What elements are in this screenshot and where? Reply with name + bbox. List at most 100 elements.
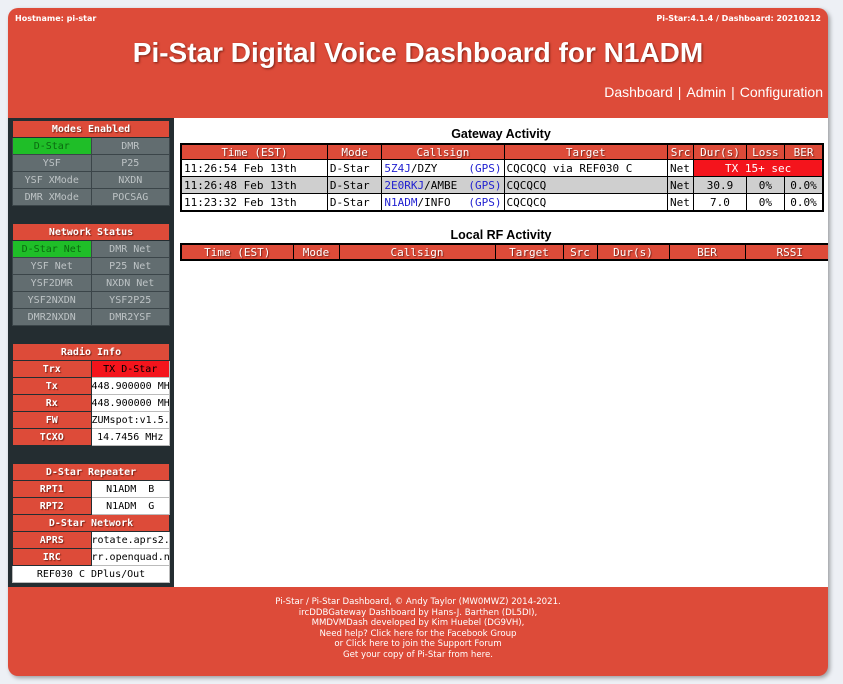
rx-frequency: 448.900000 MHz xyxy=(90,394,170,412)
row-target: CQCQCQ via REF030 C xyxy=(503,159,669,177)
radio-info-key: Trx xyxy=(12,360,92,378)
col-time: Time (EST) xyxy=(180,243,294,261)
tx-status-badge: TX 15+ sec xyxy=(693,159,824,177)
row-ber: 0.0% xyxy=(784,176,824,194)
row-duration: 30.9 xyxy=(693,176,747,194)
col-callsign: Callsign xyxy=(381,143,505,160)
page-title: Pi-Star Digital Voice Dashboard for N1AD… xyxy=(132,37,704,68)
row-mode: D-Star xyxy=(326,193,383,212)
col-ber: BER xyxy=(668,243,746,261)
gps-link[interactable]: (GPS) xyxy=(468,161,502,175)
firmware-version: ZUMspot:v1.5.2 xyxy=(90,411,170,429)
footer-download-link[interactable]: Get your copy of Pi-Star from here. xyxy=(342,649,494,660)
table-row: 11:26:54 Feb 13th D-Star 5Z4J/DZY (GPS) C… xyxy=(180,159,824,177)
callsign-suffix: /INFO xyxy=(417,195,451,209)
main-content: Gateway Activity Time (EST) Mode Callsig… xyxy=(174,118,828,587)
gateway-activity-table: Time (EST) Mode Callsign Target Src Dur(… xyxy=(180,143,824,212)
row-callsign-cell: 2E0RKJ/AMBE (GPS) xyxy=(381,176,505,194)
dashboard-container: Hostname: pi-star Pi-Star:4.1.4 / Dashbo… xyxy=(8,8,828,676)
dstar-network-title: D-Star Network xyxy=(12,514,170,532)
footer-credit-ircddb: ircDDBGateway Dashboard by Hans-J. Barth… xyxy=(298,607,538,618)
irc-host: rr.openquad.net xyxy=(90,548,170,566)
callsign-link[interactable]: N1ADM xyxy=(384,195,418,209)
col-loss: Loss xyxy=(745,143,786,160)
col-target: Target xyxy=(503,143,669,160)
col-time: Time (EST) xyxy=(180,143,328,160)
reflector-link: REF030 C DPlus/Out xyxy=(12,565,170,583)
col-mode: Mode xyxy=(326,143,383,160)
gps-link[interactable]: (GPS) xyxy=(468,195,502,209)
network-status-table: Network Status D-Star Net DMR Net YSF Ne… xyxy=(12,223,170,326)
network-status-title: Network Status xyxy=(12,223,170,241)
network-key: IRC xyxy=(12,548,92,566)
net-dmr2nxdn: DMR2NXDN xyxy=(12,308,92,326)
sidebar: Modes Enabled D-Star DMR YSF P25 YSF XMo… xyxy=(8,118,174,587)
top-nav: Dashboard | Admin | Configuration xyxy=(604,84,823,100)
row-src: Net xyxy=(667,193,695,212)
callsign-suffix: /AMBE xyxy=(424,178,458,192)
row-duration: 7.0 xyxy=(693,193,747,212)
row-src: Net xyxy=(667,159,695,177)
row-mode: D-Star xyxy=(326,159,383,177)
rpt2-value: N1ADM G xyxy=(90,497,170,515)
net-dstar: D-Star Net xyxy=(12,240,92,258)
nav-configuration-link[interactable]: Configuration xyxy=(739,84,823,100)
nav-dashboard-link[interactable]: Dashboard xyxy=(604,84,673,100)
row-time: 11:26:48 Feb 13th xyxy=(180,176,328,194)
tcxo-frequency: 14.7456 MHz xyxy=(90,428,170,446)
trx-status: TX D-Star xyxy=(90,360,170,378)
col-duration: Dur(s) xyxy=(596,243,670,261)
version-label: Pi-Star:4.1.4 / Dashboard: 20210212 xyxy=(656,14,821,23)
row-src: Net xyxy=(667,176,695,194)
radio-info-key: Tx xyxy=(12,377,92,395)
nav-admin-link[interactable]: Admin xyxy=(686,84,727,100)
network-key: APRS xyxy=(12,531,92,549)
mode-ysf-xmode: YSF XMode xyxy=(12,171,92,189)
dstar-repeater-title: D-Star Repeater xyxy=(12,463,170,481)
mode-dstar: D-Star xyxy=(12,137,92,155)
col-ber: BER xyxy=(784,143,824,160)
row-time: 11:26:54 Feb 13th xyxy=(180,159,328,177)
gps-link[interactable]: (GPS) xyxy=(468,178,502,192)
hostname-label: Hostname: pi-star xyxy=(15,14,97,23)
dstar-repeater-table: D-Star Repeater RPT1 N1ADM B RPT2 N1ADM … xyxy=(12,463,170,583)
nav-separator: | xyxy=(731,84,735,100)
row-target: CQCQCQ xyxy=(503,176,669,194)
table-row: 11:23:32 Feb 13th D-Star N1ADM/INFO (GPS)… xyxy=(180,193,824,212)
col-callsign: Callsign xyxy=(338,243,496,261)
col-duration: Dur(s) xyxy=(693,143,747,160)
radio-info-key: Rx xyxy=(12,394,92,412)
net-ysf2p25: YSF2P25 xyxy=(90,291,170,309)
callsign-link[interactable]: 5Z4J xyxy=(384,161,411,175)
net-ysf2nxdn: YSF2NXDN xyxy=(12,291,92,309)
col-rssi: RSSI xyxy=(744,243,828,261)
col-target: Target xyxy=(494,243,564,261)
rpt1-value: N1ADM B xyxy=(90,480,170,498)
net-p25: P25 Net xyxy=(90,257,170,275)
net-ysf: YSF Net xyxy=(12,257,92,275)
footer-support-forum-link[interactable]: or Click here to join the Support Forum xyxy=(334,639,502,650)
mode-nxdn: NXDN xyxy=(90,171,170,189)
net-dmr2ysf: DMR2YSF xyxy=(90,308,170,326)
footer-facebook-link[interactable]: Need help? Click here for the Facebook G… xyxy=(319,628,517,639)
radio-info-title: Radio Info xyxy=(12,343,170,361)
table-row: 11:26:48 Feb 13th D-Star 2E0RKJ/AMBE (GPS… xyxy=(180,176,824,194)
net-nxdn: NXDN Net xyxy=(90,274,170,292)
col-src: Src xyxy=(667,143,695,160)
net-dmr: DMR Net xyxy=(90,240,170,258)
modes-enabled-title: Modes Enabled xyxy=(12,120,170,138)
row-target: CQCQCQ xyxy=(503,193,669,212)
col-src: Src xyxy=(562,243,598,261)
modes-enabled-table: Modes Enabled D-Star DMR YSF P25 YSF XMo… xyxy=(12,120,170,206)
mode-p25: P25 xyxy=(90,154,170,172)
radio-info-table: Radio Info Trx TX D-Star Tx 448.900000 M… xyxy=(12,343,170,446)
footer-copyright: Pi-Star / Pi-Star Dashboard, © Andy Tayl… xyxy=(275,597,561,607)
callsign-link[interactable]: 2E0RKJ xyxy=(384,178,425,192)
tx-frequency: 448.900000 MHz xyxy=(90,377,170,395)
row-ber: 0.0% xyxy=(784,193,824,212)
radio-info-key: FW xyxy=(12,411,92,429)
mode-dmr-xmode: DMR XMode xyxy=(12,188,92,206)
repeater-key: RPT1 xyxy=(12,480,92,498)
aprs-host: rotate.aprs2.net xyxy=(90,531,170,549)
row-loss: 0% xyxy=(745,193,786,212)
